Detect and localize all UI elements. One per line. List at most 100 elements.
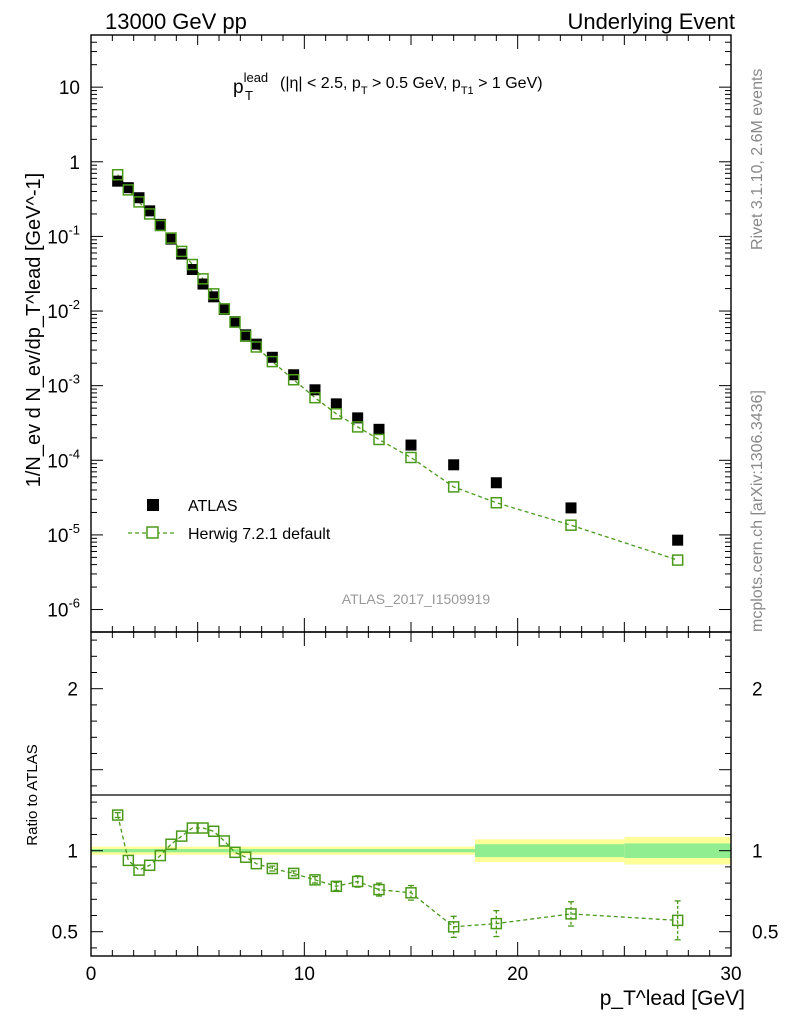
plot-title-sub: T bbox=[245, 88, 253, 103]
ratio-herwig-point bbox=[287, 867, 300, 880]
herwig-point bbox=[490, 496, 503, 509]
atlas-point bbox=[165, 233, 177, 245]
atlas-point bbox=[154, 218, 166, 230]
ratio-ytick-label-right: 0.5 bbox=[752, 923, 778, 944]
mcplots-label: mcplots.cern.ch [arXiv:1306.3436] bbox=[749, 390, 766, 632]
header-right: Underlying Event bbox=[567, 9, 735, 34]
herwig-point bbox=[229, 316, 241, 328]
main-ytick-label: 10-4 bbox=[47, 446, 80, 472]
ratio-herwig-point bbox=[490, 917, 503, 930]
atlas-point bbox=[352, 412, 364, 424]
atlas-point bbox=[240, 329, 252, 341]
herwig-point bbox=[165, 232, 177, 244]
ratio-herwig-point bbox=[197, 822, 209, 834]
ratio-herwig-point bbox=[111, 809, 124, 821]
legend-atlas-marker bbox=[147, 499, 159, 511]
herwig-point bbox=[111, 169, 124, 181]
atlas-point bbox=[405, 439, 417, 451]
atlas-point bbox=[373, 423, 385, 435]
atlas-point bbox=[218, 303, 230, 315]
atlas-point bbox=[565, 502, 577, 514]
atlas-point bbox=[208, 291, 220, 303]
ratio-axis-ticks bbox=[90, 632, 732, 956]
main-frame bbox=[90, 34, 732, 633]
main-ytick-label: 10-3 bbox=[47, 372, 80, 398]
ratio-herwig-point bbox=[186, 822, 199, 834]
main-ytick-label: 1 bbox=[69, 153, 80, 174]
ratio-herwig-point bbox=[405, 887, 417, 899]
atlas-point bbox=[448, 459, 460, 471]
atlas-point bbox=[112, 175, 124, 187]
atlas-point bbox=[672, 534, 684, 546]
plot-title: plead bbox=[233, 70, 268, 98]
herwig-point bbox=[186, 258, 199, 271]
analysis-watermark: ATLAS_2017_I1509919 bbox=[342, 591, 491, 607]
ratio-herwig-point bbox=[165, 838, 177, 850]
ratio-tick-labels: 0.5 0.51 12 20 10 20 30 bbox=[52, 680, 779, 985]
ratio-ylabel: Ratio to ATLAS bbox=[24, 744, 41, 845]
herwig-point bbox=[143, 208, 156, 220]
herwig-point bbox=[351, 421, 364, 433]
ratio-ytick-label-right: 2 bbox=[752, 680, 763, 701]
ratio-ytick-label-left: 2 bbox=[67, 680, 78, 701]
herwig-point bbox=[447, 481, 460, 493]
ratio-stat-band bbox=[475, 844, 625, 858]
main-panel: 10 1 10-1 10-2 10-3 10-4 10-5 10-6 plead T (|η|… bbox=[23, 34, 732, 633]
ratio-frame bbox=[90, 631, 732, 957]
herwig-point bbox=[565, 519, 577, 531]
xtick-label: 30 bbox=[720, 964, 741, 985]
herwig-point bbox=[133, 196, 145, 208]
ratio-panel: 0.5 0.51 12 20 10 20 30 Ratio to ATLAS p_T^lea… bbox=[24, 631, 779, 1010]
herwig-point bbox=[197, 273, 209, 285]
ratio-herwig-point bbox=[565, 908, 577, 920]
atlas-point bbox=[133, 192, 145, 204]
ratio-herwig-point bbox=[330, 880, 343, 893]
herwig-point bbox=[309, 391, 321, 404]
ratio-herwig-point bbox=[671, 914, 684, 927]
herwig-point bbox=[405, 451, 417, 464]
herwig-point bbox=[287, 374, 300, 386]
herwig-point bbox=[207, 288, 220, 300]
atlas-point bbox=[229, 316, 241, 328]
herwig-point bbox=[122, 184, 135, 196]
ratio-herwig-point bbox=[175, 830, 188, 842]
ratio-herwig-point bbox=[122, 854, 135, 867]
atlas-point bbox=[250, 338, 262, 350]
ratio-stat-band bbox=[91, 849, 475, 853]
x-axis-label: p_T^lead [GeV] bbox=[600, 987, 745, 1010]
herwig-point bbox=[218, 303, 231, 315]
main-ytick-label: 10 bbox=[59, 78, 80, 99]
ratio-stat-band bbox=[624, 843, 731, 858]
plot-title-cuts: (|η| < 2.5, pT > 0.5 GeV, pT1 > 1 GeV) bbox=[280, 75, 543, 97]
atlas-point bbox=[176, 248, 188, 260]
herwig-point bbox=[671, 554, 684, 566]
atlas-point bbox=[144, 205, 156, 217]
ratio-ytick-label-left: 1 bbox=[67, 842, 78, 863]
ratio-herwig-point bbox=[309, 874, 321, 886]
ratio-uncertainty-bands bbox=[91, 836, 731, 865]
ratio-herwig-series bbox=[111, 809, 684, 941]
herwig-point bbox=[266, 355, 279, 368]
atlas-point bbox=[122, 182, 134, 194]
ratio-herwig-point bbox=[133, 864, 145, 876]
ratio-herwig-point bbox=[154, 849, 167, 862]
ratio-herwig-point bbox=[143, 859, 156, 872]
legend: ATLAS Herwig 7.2.1 default bbox=[128, 498, 331, 543]
main-ytick-labels: 10 1 10-1 10-2 10-3 10-4 10-5 10-6 bbox=[47, 78, 80, 621]
header-left: 13000 GeV pp bbox=[105, 9, 247, 34]
herwig-point bbox=[250, 341, 263, 353]
herwig-point bbox=[175, 245, 188, 258]
ratio-herwig-point bbox=[447, 921, 460, 933]
main-ytick-label: 10-2 bbox=[47, 297, 80, 323]
main-ytick-label: 10-6 bbox=[47, 596, 80, 622]
ratio-herwig-point bbox=[373, 883, 385, 896]
herwig-point bbox=[373, 433, 385, 446]
ratio-herwig-point bbox=[218, 835, 231, 847]
herwig-point bbox=[154, 219, 167, 232]
herwig-point bbox=[330, 408, 343, 420]
atlas-point bbox=[309, 384, 321, 396]
xtick-label: 20 bbox=[507, 964, 528, 985]
xtick-label: 0 bbox=[86, 964, 97, 985]
atlas-point bbox=[490, 477, 502, 489]
